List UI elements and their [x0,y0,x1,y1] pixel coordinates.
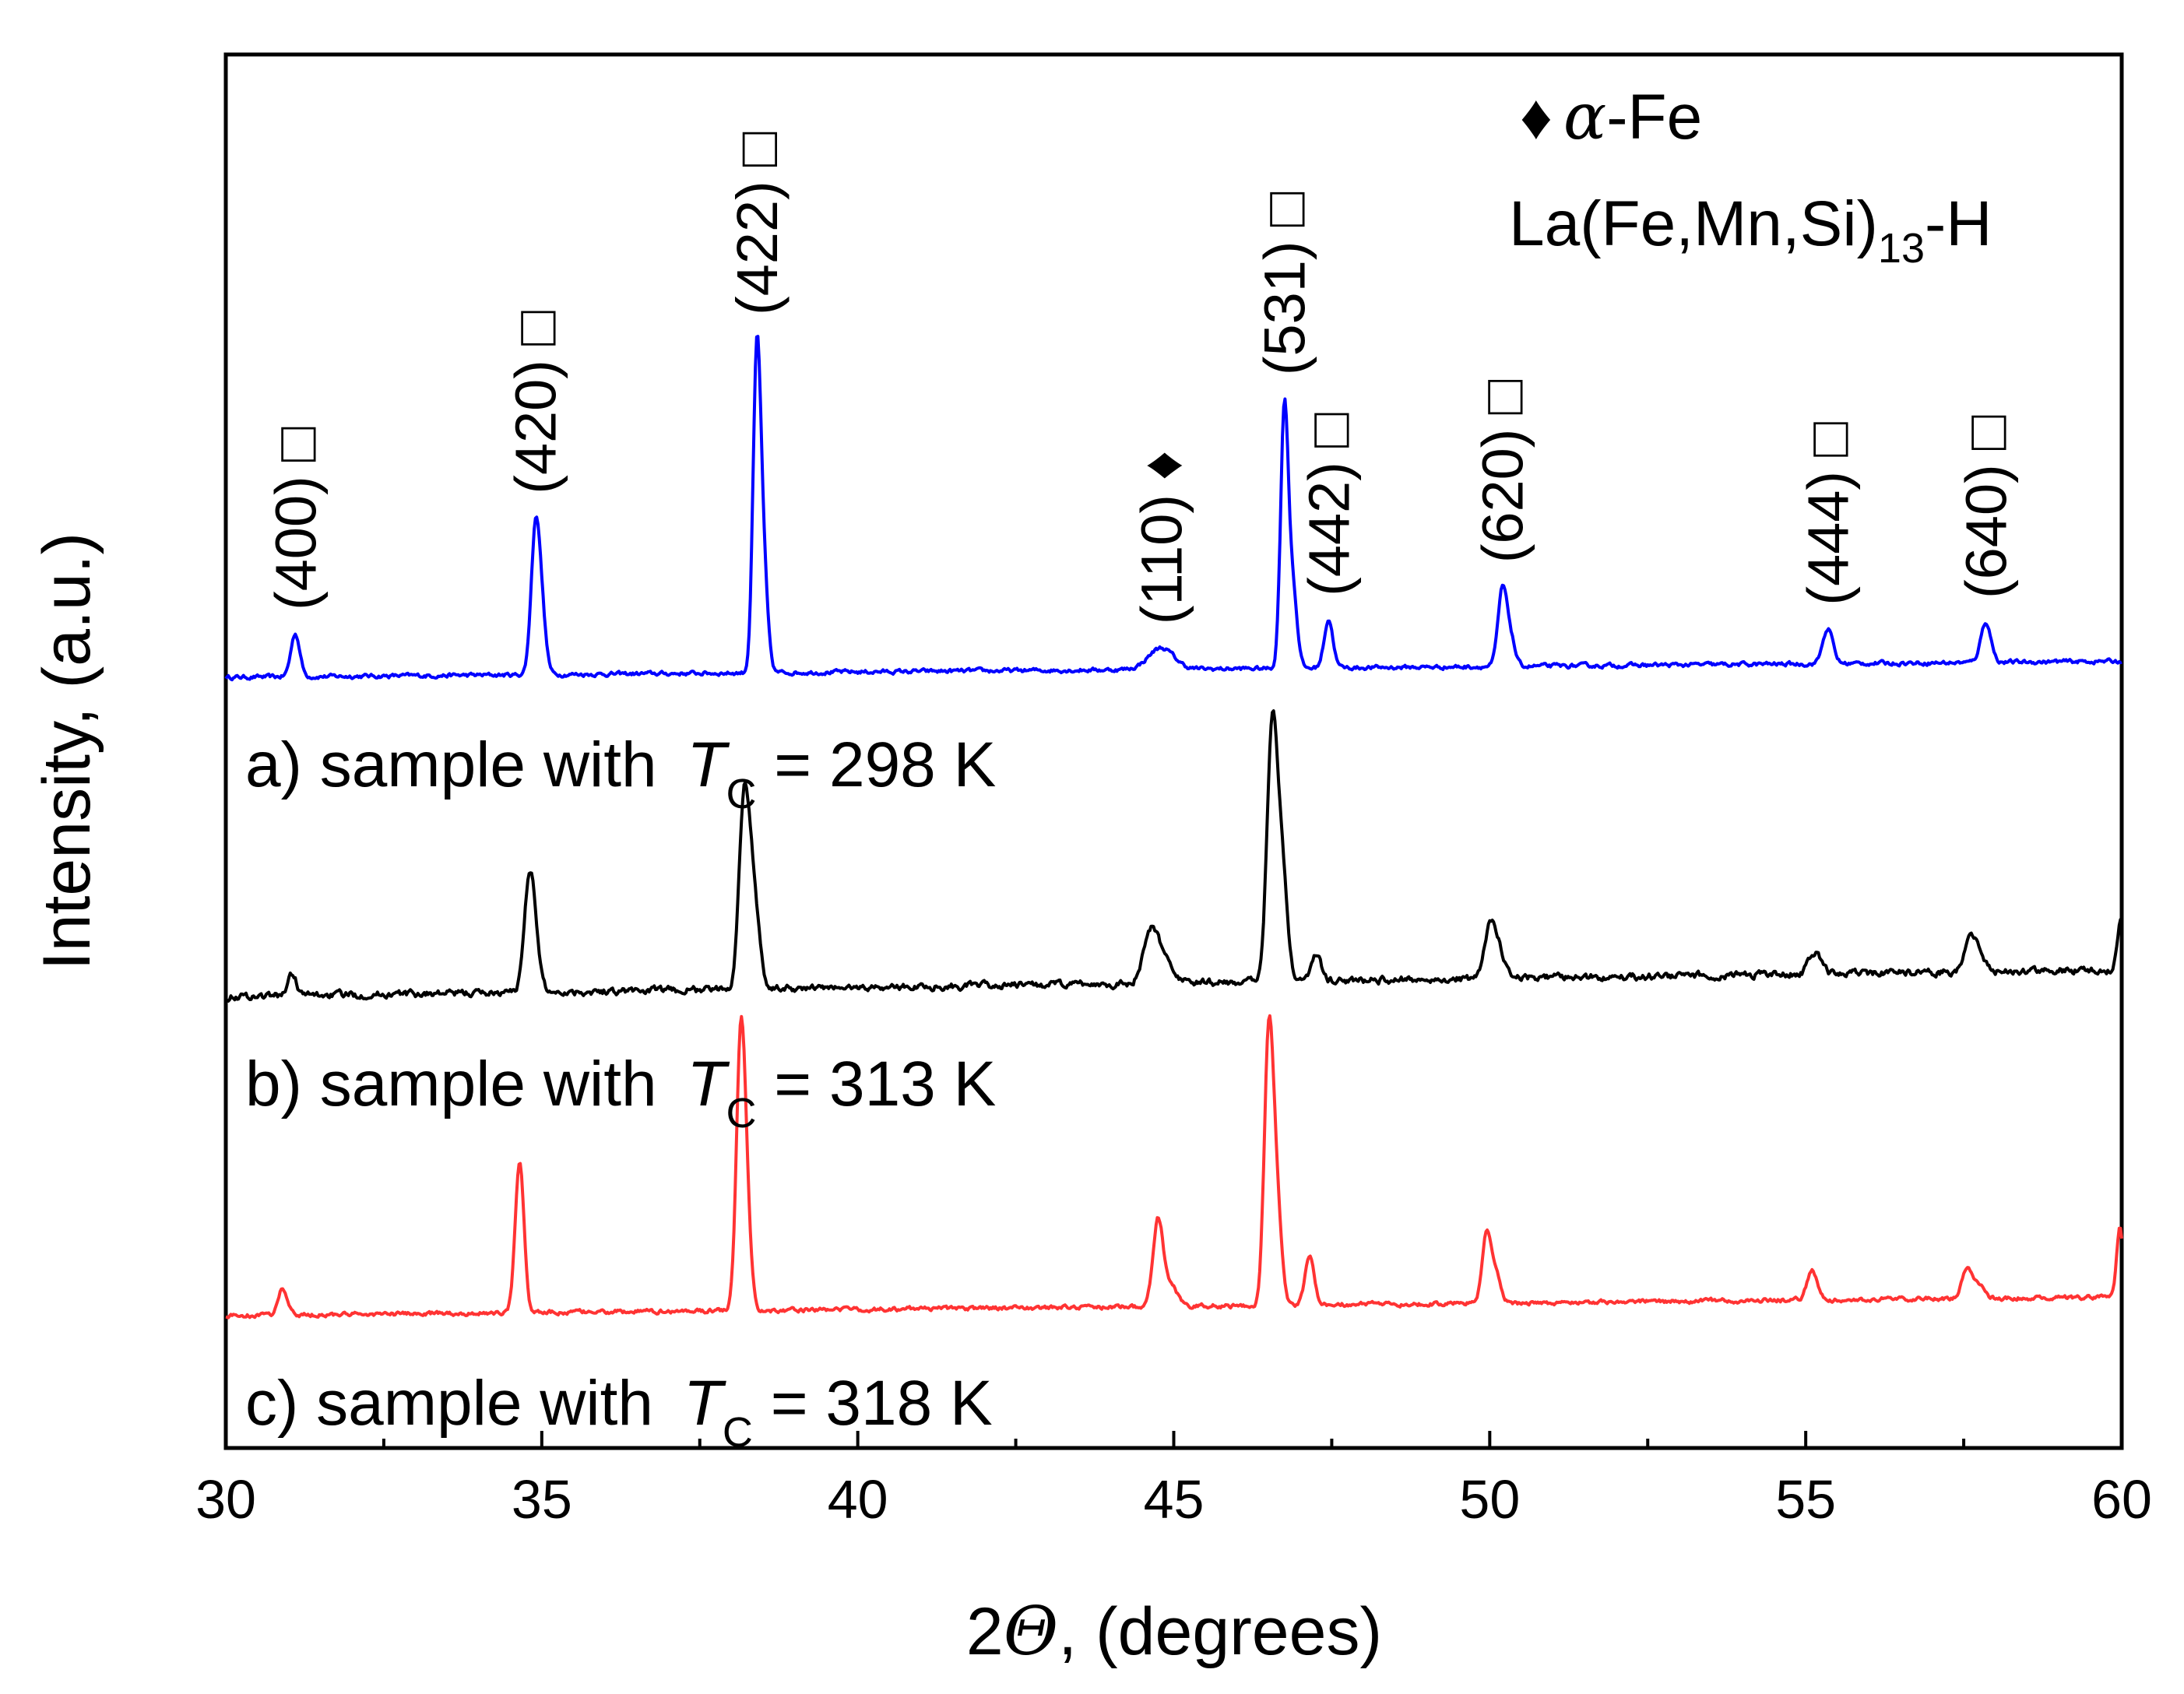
square-icon: □ [1471,380,1535,415]
peak-hkl-label: (442) [1296,462,1361,596]
peak-hkl-label: (422) [725,181,790,315]
diamond-icon: ♦ [1520,82,1553,153]
trace-label-a-prefix: a) sample with [245,729,674,800]
peak-annotation-text: (442) □ [1296,413,1361,596]
series-b-line [224,709,2123,1003]
peak-annotation-text: (531) □ [1253,192,1317,375]
trace-label-a-t: T [687,729,730,800]
series-a-line [224,335,2122,682]
peak-annotation-text: (620) □ [1471,380,1535,564]
peak-hkl-label: (640) [1954,464,2019,599]
square-icon: □ [1954,415,2019,450]
trace-label-c-t: T [684,1368,726,1439]
trace-label-a-suffix: = 298 K [757,729,997,800]
legend-phase: La(Fe,Mn,Si)13-H [1509,188,1992,272]
series-layer [224,335,2123,1320]
peak-annotation-text: (110) ♦ [1129,451,1194,624]
trace-label-c-sub: C [723,1409,753,1456]
peak-annotation-8: (640) □ [1954,415,2019,599]
trace-label-b-suffix: = 313 K [757,1049,997,1119]
peak-annotation-text: (640) □ [1954,415,2019,599]
x-axis-ticks [224,1431,2123,1448]
peak-annotation-4: (531) □ [1253,192,1317,375]
peak-annotation-text: (420) □ [504,311,568,494]
trace-label-a: a) sample with TC = 298 K [245,729,996,817]
trace-label-b-t: T [687,1049,730,1119]
legend-phase-text: La(Fe,Mn,Si) [1509,188,1878,259]
trace-label-c: c) sample with TC = 318 K [245,1368,993,1456]
x-tick-label-55: 55 [1775,1469,1836,1530]
trace-labels: a) sample with TC = 298 Kb) sample with … [245,729,996,1456]
square-icon: □ [1796,422,1861,457]
legend-phase-suffix: -H [1925,188,1992,259]
peak-hkl-label: (444) [1796,471,1861,606]
peak-hkl-label: (400) [263,476,328,610]
peak-annotation-0: (400) □ [263,427,328,610]
legend-alpha-symbol: α [1563,80,1606,154]
x-axis-title-symbol: Θ [1004,1593,1059,1671]
peak-hkl-label: (420) [504,360,568,494]
x-axis-title-prefix: 2 [966,1594,1004,1669]
x-tick-label-60: 60 [2091,1469,2152,1530]
peak-annotation-6: (620) □ [1471,380,1535,564]
x-tick-label-30: 30 [195,1469,256,1530]
peak-annotation-text: (444) □ [1796,422,1861,606]
trace-label-b: b) sample with TC = 313 K [245,1049,996,1137]
legend-alpha-fe: ♦ α-Fe [1520,80,1702,154]
trace-label-b-sub: C [726,1090,757,1137]
peak-annotation-3: (110) ♦ [1129,451,1194,624]
x-tick-label-35: 35 [512,1469,572,1530]
square-icon: □ [725,132,790,167]
trace-label-c-prefix: c) sample with [245,1368,671,1439]
peak-annotation-text: (400) □ [263,427,328,610]
trace-label-b-prefix: b) sample with [245,1049,674,1119]
peak-annotation-2: (422) □ [725,132,790,315]
peak-hkl-label: (531) [1253,241,1317,375]
trace-label-a-sub: C [726,771,757,817]
diamond-icon: ♦ [1129,451,1194,480]
x-axis-tick-labels: 30 35 40 45 50 55 60 [195,1469,2152,1530]
legend: ♦ α-Fe La(Fe,Mn,Si)13-H [1509,80,1992,272]
peak-annotation-5: (442) □ [1296,413,1361,596]
trace-label-c-suffix: = 318 K [753,1368,993,1439]
x-tick-label-50: 50 [1459,1469,1520,1530]
peak-labels: (400)□ (420)□(422)□(110)♦(531)□(442)□ (620… [263,132,2018,624]
legend-alpha-text: -Fe [1606,82,1702,153]
square-icon: □ [263,427,328,462]
x-axis-title-suffix: , (degrees) [1058,1594,1382,1669]
square-icon: □ [1296,413,1361,448]
peak-annotation-7: (444) □ [1796,422,1861,606]
x-tick-label-40: 40 [828,1469,888,1530]
x-tick-label-45: 45 [1144,1469,1205,1530]
square-icon: □ [1253,192,1317,227]
legend-phase-subscript: 13 [1878,225,1925,272]
peak-annotation-1: (420) □ [504,311,568,494]
peak-hkl-label: (620) [1471,429,1535,564]
square-icon: □ [504,311,568,346]
y-axis-title: Intensity, (a.u.) [30,532,104,970]
peak-annotation-text: (422) □ [725,132,790,315]
x-axis-title: 2Θ, (degrees) [966,1593,1382,1671]
peak-hkl-label: (110) [1129,494,1194,624]
series-c-line [225,1014,2123,1320]
